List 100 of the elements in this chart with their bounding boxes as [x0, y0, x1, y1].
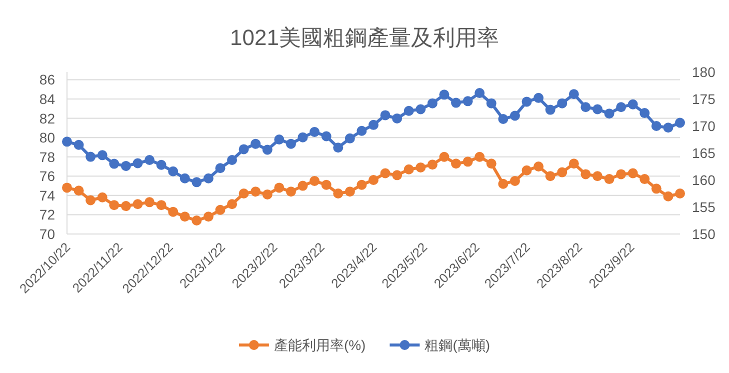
- point: [109, 158, 120, 169]
- point: [380, 110, 390, 120]
- point: [227, 199, 238, 210]
- point: [109, 200, 120, 210]
- legend-label: 產能利用率(%): [274, 337, 366, 353]
- point: [262, 189, 272, 200]
- point: [62, 182, 72, 193]
- point: [604, 174, 614, 184]
- point: [663, 122, 674, 133]
- point: [486, 158, 496, 169]
- y-tick-label: 82: [39, 110, 56, 126]
- point: [74, 186, 84, 196]
- point: [545, 104, 556, 115]
- point: [262, 144, 272, 155]
- point: [404, 106, 414, 116]
- point: [86, 152, 96, 162]
- point: [86, 195, 96, 206]
- point: [404, 164, 414, 174]
- point: [333, 188, 344, 198]
- point: [498, 114, 508, 124]
- point: [356, 126, 367, 136]
- point: [427, 160, 438, 170]
- point: [227, 155, 238, 166]
- point: [474, 152, 485, 162]
- point: [74, 140, 84, 150]
- point: [416, 162, 426, 172]
- point: [203, 212, 214, 222]
- point: [215, 163, 226, 174]
- point: [250, 186, 261, 197]
- y-tick-label: 78: [39, 148, 56, 165]
- point: [462, 96, 473, 106]
- point: [580, 169, 591, 180]
- point: [156, 200, 166, 210]
- point: [298, 132, 308, 142]
- point: [510, 110, 520, 121]
- point: [663, 191, 674, 202]
- point: [168, 166, 178, 176]
- point: [604, 108, 614, 119]
- point: [380, 168, 390, 178]
- point: [298, 180, 308, 191]
- point: [592, 104, 602, 114]
- point: [333, 142, 344, 153]
- point: [132, 158, 143, 168]
- point: [534, 162, 544, 172]
- y2-tick-label: 175: [692, 91, 716, 107]
- y2-tick-label: 150: [692, 226, 716, 242]
- point: [180, 173, 190, 184]
- y-tick-label: 72: [39, 206, 56, 223]
- point: [616, 102, 626, 112]
- point: [356, 180, 367, 190]
- point: [215, 204, 226, 215]
- point: [451, 158, 462, 169]
- point: [568, 89, 579, 100]
- point: [462, 156, 473, 167]
- point: [522, 96, 532, 107]
- point: [427, 98, 438, 108]
- point: [62, 136, 72, 147]
- point: [439, 90, 450, 100]
- point: [416, 104, 426, 114]
- point: [203, 173, 214, 184]
- y-tick-label: 70: [39, 226, 56, 242]
- y2-tick-label: 160: [692, 172, 716, 188]
- point: [144, 197, 155, 208]
- point: [474, 88, 485, 98]
- point: [580, 102, 591, 112]
- point: [451, 98, 462, 108]
- point: [522, 165, 532, 176]
- point: [144, 155, 155, 166]
- point: [545, 171, 556, 182]
- y2-tick-label: 155: [692, 199, 716, 215]
- point: [675, 118, 685, 128]
- y2-tick-label: 165: [692, 145, 716, 161]
- point: [132, 199, 143, 210]
- point: [310, 126, 320, 137]
- point: [651, 184, 662, 194]
- chart-title: 1021美國粗鋼產量及利用率: [230, 25, 499, 50]
- point: [286, 186, 296, 197]
- point: [120, 201, 131, 212]
- y-tick-label: 84: [39, 91, 56, 107]
- y2-tick-label: 180: [692, 64, 716, 80]
- y-tick-label: 76: [39, 168, 56, 184]
- point: [238, 144, 249, 154]
- y-tick-label: 74: [39, 187, 56, 204]
- y2-tick-label: 170: [692, 118, 716, 134]
- point: [344, 186, 355, 197]
- point: [168, 206, 178, 217]
- point: [640, 174, 650, 184]
- point: [286, 138, 296, 149]
- legend-label: 粗鋼(萬噸): [424, 337, 490, 353]
- point: [156, 160, 166, 170]
- point: [368, 120, 378, 130]
- point: [510, 176, 520, 186]
- point: [592, 171, 602, 182]
- point: [498, 178, 508, 189]
- point: [344, 133, 355, 144]
- point: [628, 99, 638, 110]
- point: [616, 169, 626, 180]
- point: [368, 175, 378, 185]
- y-tick-label: 86: [39, 72, 56, 88]
- point: [97, 192, 108, 202]
